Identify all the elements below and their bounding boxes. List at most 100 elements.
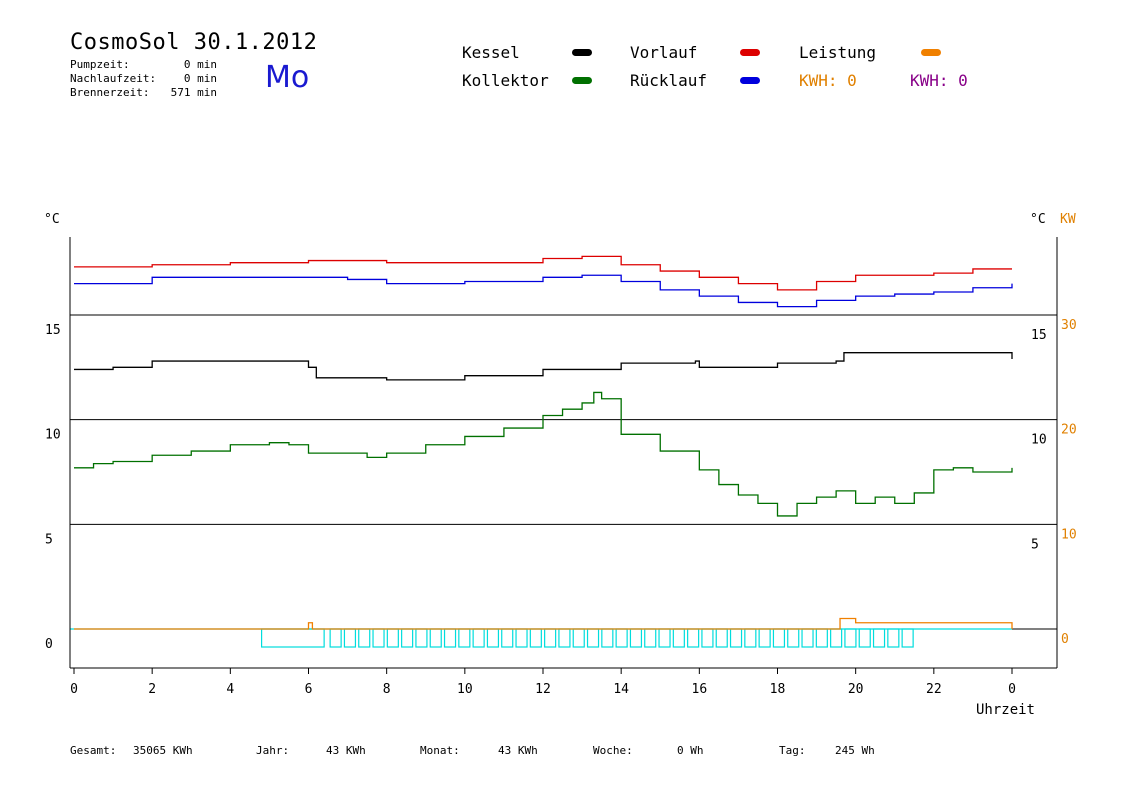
left-unit-label: °C bbox=[44, 212, 60, 227]
footer-woche-value: 0 Wh bbox=[677, 744, 704, 757]
legend-kessel-label: Kessel bbox=[462, 43, 520, 62]
pump-block bbox=[715, 628, 728, 648]
x-tick-label: 14 bbox=[613, 682, 629, 697]
pump-block bbox=[458, 628, 471, 648]
left-tick-label: 15 bbox=[45, 323, 61, 338]
pump-block bbox=[801, 628, 814, 648]
right-kw-tick-label: 30 bbox=[1061, 318, 1077, 333]
footer-woche-label: Woche: bbox=[593, 744, 633, 757]
x-tick-label: 0 bbox=[70, 682, 78, 697]
footer-jahr-value: 43 KWh bbox=[326, 744, 366, 757]
right-tick-label: 15 bbox=[1031, 328, 1047, 343]
weekday-label: Mo bbox=[265, 60, 310, 95]
right-kw-tick-label: 10 bbox=[1061, 527, 1077, 542]
info-value: 0 min bbox=[183, 58, 217, 71]
series-lines bbox=[74, 255, 1013, 630]
x-tick-label: 10 bbox=[457, 682, 473, 697]
x-axis-title: Uhrzeit bbox=[976, 702, 1035, 718]
right-tick-label: 10 bbox=[1031, 433, 1047, 448]
pump-block bbox=[586, 628, 600, 648]
legend-vorlauf-swatch bbox=[740, 49, 760, 56]
x-tick-label: 12 bbox=[535, 682, 551, 697]
chart-grid bbox=[70, 314, 1057, 630]
series-line-leistung bbox=[74, 617, 1013, 630]
left-tick-label: 10 bbox=[45, 428, 61, 443]
left-tick-label: 0 bbox=[45, 637, 53, 652]
footer-jahr-label: Jahr: bbox=[256, 744, 290, 757]
chart-axes bbox=[69, 237, 1058, 674]
series-line-rcklauf bbox=[74, 274, 1013, 308]
legend-ruecklauf-label: Rücklauf bbox=[630, 71, 708, 90]
x-tick-label: 22 bbox=[926, 682, 942, 697]
pump-block bbox=[772, 628, 786, 648]
right-kw-tick-label: 0 bbox=[1061, 632, 1069, 647]
pump-block bbox=[601, 628, 614, 648]
pump-block bbox=[572, 628, 585, 648]
pump-block bbox=[472, 628, 485, 648]
x-tick-label: 4 bbox=[226, 682, 234, 697]
x-tick-label: 0 bbox=[1008, 682, 1016, 697]
axis-labels: 15 15 30 10 10 20 5 5 10 0 0 °C °C KW 0 2 4 6 8 10 12 14 16 18 2… bbox=[44, 212, 1077, 718]
pump-block bbox=[729, 628, 743, 648]
pump-block bbox=[443, 628, 457, 648]
legend-kollektor-label: Kollektor bbox=[462, 71, 549, 90]
pump-block bbox=[701, 628, 714, 648]
pump-block bbox=[372, 628, 385, 648]
pump-block bbox=[901, 628, 914, 648]
pump-block bbox=[887, 628, 900, 648]
x-tick-label: 18 bbox=[770, 682, 786, 697]
right-tick-label: 5 bbox=[1031, 537, 1039, 552]
footer-tag-value: 245 Wh bbox=[835, 744, 875, 757]
legend-vorlauf-label: Vorlauf bbox=[630, 43, 698, 62]
legend-leistung-label: Leistung bbox=[799, 43, 877, 62]
pump-block bbox=[629, 628, 643, 648]
footer-gesamt-label: Gesamt: bbox=[70, 744, 117, 757]
pump-block bbox=[343, 628, 357, 648]
pump-block bbox=[386, 628, 399, 648]
kwh-total-value: KWH: 0 bbox=[910, 71, 968, 90]
legend-leistung-swatch bbox=[921, 49, 941, 56]
pump-block bbox=[658, 628, 671, 648]
info-label: Brennerzeit: bbox=[70, 86, 150, 99]
pump-block bbox=[558, 628, 571, 648]
left-tick-label: 5 bbox=[45, 532, 53, 547]
page-title: CosmoSol 30.1.2012 bbox=[70, 30, 318, 55]
pump-block bbox=[261, 628, 325, 648]
pump-block bbox=[615, 628, 628, 648]
pump-block bbox=[858, 628, 871, 648]
legend-kessel-swatch bbox=[572, 49, 592, 56]
pump-block bbox=[687, 628, 700, 648]
info-value: 0 min bbox=[183, 72, 217, 85]
series-line-vorlauf bbox=[74, 255, 1012, 291]
pump-block bbox=[515, 628, 528, 648]
pump-block bbox=[744, 628, 757, 648]
series-line-kessel bbox=[74, 352, 1013, 381]
info-row-nachlaufzeit: Nachlaufzeit: 0 min bbox=[70, 72, 217, 85]
info-row-pumpzeit: Pumpzeit: 0 min bbox=[70, 58, 217, 71]
x-tick-label: 20 bbox=[848, 682, 864, 697]
pump-block bbox=[415, 628, 428, 648]
x-tick-label: 16 bbox=[692, 682, 708, 697]
pump-block bbox=[429, 628, 442, 648]
pump-blocks bbox=[70, 628, 1012, 648]
pump-block bbox=[872, 628, 886, 648]
pump-block bbox=[787, 628, 800, 648]
right-kw-unit-label: KW bbox=[1060, 212, 1076, 227]
kwh-leistung-value: KWH: 0 bbox=[799, 71, 857, 90]
pump-block bbox=[544, 628, 557, 648]
pump-block bbox=[758, 628, 771, 648]
footer-monat-value: 43 KWh bbox=[498, 744, 538, 757]
info-label: Pumpzeit: bbox=[70, 58, 130, 71]
right-kw-tick-label: 20 bbox=[1061, 423, 1077, 438]
x-tick-label: 2 bbox=[148, 682, 156, 697]
pump-block bbox=[830, 628, 843, 648]
pump-block bbox=[644, 628, 657, 648]
footer-monat-label: Monat: bbox=[420, 744, 460, 757]
footer-gesamt-value: 35065 KWh bbox=[133, 744, 193, 757]
info-value: 571 min bbox=[170, 86, 217, 99]
pump-block bbox=[329, 628, 342, 648]
footer-tag-label: Tag: bbox=[779, 744, 806, 757]
right-unit-label: °C bbox=[1030, 212, 1046, 227]
info-row-brennerzeit: Brennerzeit: 571 min bbox=[70, 86, 217, 99]
